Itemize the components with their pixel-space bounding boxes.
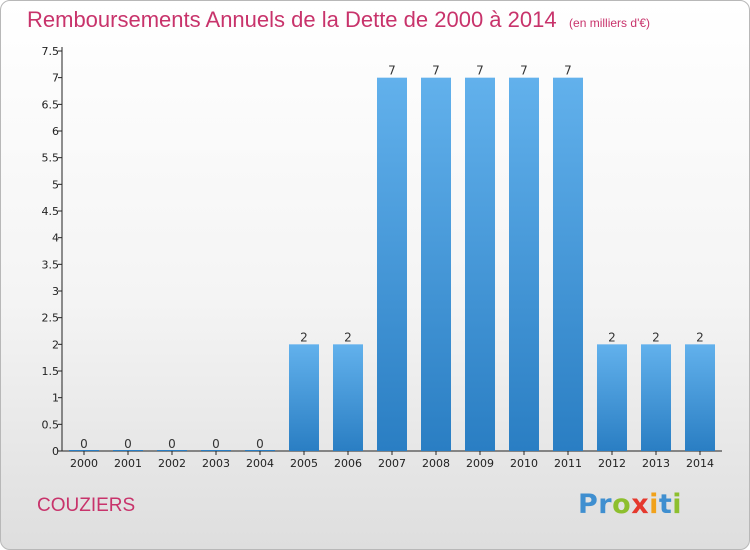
x-tick-label: 2006 <box>334 457 362 470</box>
bar <box>245 450 275 451</box>
bar <box>509 77 539 452</box>
chart-title-block: Remboursements Annuels de la Dette de 20… <box>27 7 650 33</box>
bar <box>377 77 407 452</box>
y-tick-label: 7.5 <box>42 45 60 58</box>
x-tick-label: 2013 <box>642 457 670 470</box>
logo-letter: i <box>649 489 659 520</box>
chart-title: Remboursements Annuels de la Dette de 20… <box>27 7 557 32</box>
bar <box>69 450 99 451</box>
y-tick-label: 2.5 <box>42 312 60 325</box>
x-tick-label: 2011 <box>554 457 582 470</box>
logo-letter: r <box>598 489 613 520</box>
y-tick-label: 4.5 <box>42 205 60 218</box>
data-label: 2 <box>344 330 352 344</box>
y-tick-label: 5.5 <box>42 152 60 165</box>
chart-data-labels: 0 0 0 0 0 2 2 7 7 7 7 7 2 2 2 <box>80 64 704 451</box>
y-tick-label: 1 <box>52 392 59 405</box>
x-tick-label: 2005 <box>290 457 318 470</box>
y-tick-label: 5 <box>52 178 59 191</box>
bar <box>113 450 143 451</box>
y-tick-label: 1.5 <box>42 365 60 378</box>
town-name: COUZIERS <box>37 495 136 516</box>
data-label: 0 <box>124 437 132 451</box>
y-tick-label: 6.5 <box>42 98 60 111</box>
x-tick-label: 2004 <box>246 457 274 470</box>
data-label: 7 <box>432 64 440 78</box>
logo-letter: t <box>658 489 673 520</box>
x-tick-label: 2010 <box>510 457 538 470</box>
bar <box>201 450 231 451</box>
bar <box>641 344 671 451</box>
x-tick-label: 2009 <box>466 457 494 470</box>
logo-letter: x <box>631 489 650 520</box>
logo-letter: o <box>612 489 632 520</box>
chart-bars <box>69 77 715 452</box>
bar <box>685 344 715 451</box>
x-tick-label: 2003 <box>202 457 230 470</box>
data-label: 0 <box>168 437 176 451</box>
y-tick-label: 7 <box>52 72 59 85</box>
x-tick-label: 2012 <box>598 457 626 470</box>
y-tick-label: 2 <box>52 338 59 351</box>
data-label: 2 <box>608 330 616 344</box>
data-label: 0 <box>256 437 264 451</box>
y-tick-label: 3 <box>52 285 59 298</box>
x-tick-label: 2014 <box>686 457 714 470</box>
data-label: 2 <box>300 330 308 344</box>
y-tick-label: 0 <box>52 445 59 458</box>
bar <box>597 344 627 451</box>
x-tick-label: 2008 <box>422 457 450 470</box>
bar <box>333 344 363 451</box>
x-tick-label: 2007 <box>378 457 406 470</box>
data-label: 2 <box>652 330 660 344</box>
logo-letter: i <box>672 489 683 520</box>
data-label: 7 <box>520 64 528 78</box>
data-label: 0 <box>80 437 88 451</box>
proxiti-logo: Proxiti <box>578 489 682 520</box>
data-label: 7 <box>388 64 396 78</box>
x-tick-label: 2002 <box>158 457 186 470</box>
chart-unit-note: (en milliers d'€) <box>569 16 651 30</box>
x-tick-label: 2001 <box>114 457 142 470</box>
bar <box>157 450 187 451</box>
data-label: 7 <box>564 64 572 78</box>
data-label: 7 <box>476 64 484 78</box>
bar <box>553 77 583 452</box>
bar <box>465 77 495 452</box>
bar <box>289 344 319 451</box>
y-tick-label: 3.5 <box>42 258 60 271</box>
y-tick-label: 6 <box>52 125 59 138</box>
bar <box>421 77 451 452</box>
data-label: 2 <box>696 330 704 344</box>
y-tick-label: 0.5 <box>42 418 60 431</box>
y-tick-label: 4 <box>52 232 59 245</box>
data-label: 0 <box>212 437 220 451</box>
logo-letter: P <box>578 489 599 520</box>
x-tick-label: 2000 <box>70 457 98 470</box>
